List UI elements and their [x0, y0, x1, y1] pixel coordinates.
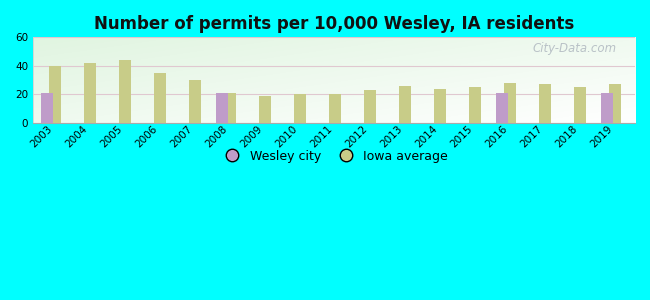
Bar [504, 83, 516, 123]
Bar [49, 66, 61, 123]
Bar [294, 94, 306, 123]
Bar [469, 87, 481, 123]
Bar [539, 84, 551, 123]
Bar [41, 93, 53, 123]
Bar [84, 63, 96, 123]
Bar [259, 96, 271, 123]
Bar [216, 93, 228, 123]
Bar [601, 93, 613, 123]
Bar [364, 90, 376, 123]
Bar [398, 86, 411, 123]
Title: Number of permits per 10,000 Wesley, IA residents: Number of permits per 10,000 Wesley, IA … [94, 15, 574, 33]
Bar [574, 87, 586, 123]
Bar [329, 94, 341, 123]
Bar [119, 60, 131, 123]
Bar [496, 93, 508, 123]
Bar [434, 88, 446, 123]
Bar [224, 93, 236, 123]
Bar [154, 73, 166, 123]
Bar [188, 80, 201, 123]
Text: City-Data.com: City-Data.com [533, 42, 617, 55]
Legend: Wesley city, Iowa average: Wesley city, Iowa average [214, 145, 453, 168]
Bar [609, 84, 621, 123]
